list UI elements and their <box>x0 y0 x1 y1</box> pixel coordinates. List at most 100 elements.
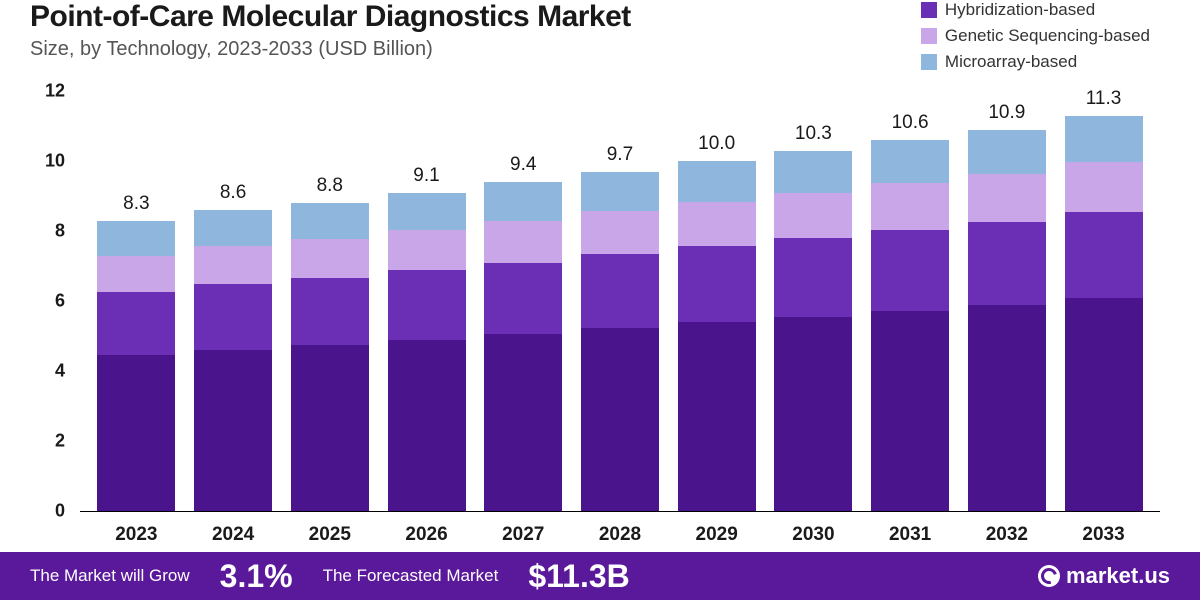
bar-total-label: 9.4 <box>510 154 536 176</box>
bar-segment <box>581 172 659 212</box>
brand-name: market.us <box>1066 563 1170 589</box>
x-tick-label: 2026 <box>388 524 466 546</box>
bar-stack <box>291 203 369 511</box>
bar-column: 11.3 <box>1065 88 1143 511</box>
bar-total-label: 10.6 <box>892 112 929 134</box>
footer-text-forecast: The Forecasted Market <box>323 566 499 586</box>
title-block: Point-of-Care Molecular Diagnostics Mark… <box>30 0 921 72</box>
legend: Hybridization-based Genetic Sequencing-ba… <box>921 0 1150 72</box>
bar-segment <box>581 211 659 254</box>
bar-segment <box>871 140 949 183</box>
bar-segment <box>774 151 852 193</box>
bar-segment <box>388 340 466 512</box>
legend-swatch <box>921 2 937 18</box>
bar-column: 9.4 <box>484 154 562 511</box>
bars-row: 8.38.68.89.19.49.710.010.310.610.911.3 <box>80 92 1160 511</box>
bar-segment <box>194 210 272 246</box>
bar-stack <box>774 151 852 512</box>
bar-segment <box>97 292 175 355</box>
chart-header: Point-of-Care Molecular Diagnostics Mark… <box>0 0 1200 72</box>
bar-column: 10.3 <box>774 123 852 512</box>
bar-segment <box>1065 298 1143 512</box>
bar-segment <box>484 334 562 511</box>
footer-value: $11.3B <box>528 558 629 595</box>
x-tick-label: 2023 <box>97 524 175 546</box>
bar-total-label: 9.7 <box>607 144 633 166</box>
y-tick-label: 4 <box>25 361 65 382</box>
bar-column: 10.9 <box>968 102 1046 511</box>
footer-text-grow: The Market will Grow <box>30 566 190 586</box>
bar-segment <box>97 355 175 511</box>
bar-segment <box>968 222 1046 305</box>
bar-segment <box>678 246 756 322</box>
legend-item: Genetic Sequencing-based <box>921 26 1150 46</box>
bar-segment <box>871 183 949 230</box>
chart-title: Point-of-Care Molecular Diagnostics Mark… <box>30 0 921 34</box>
bar-stack <box>1065 116 1143 511</box>
bar-stack <box>871 140 949 511</box>
x-tick-label: 2033 <box>1065 524 1143 546</box>
y-tick-label: 10 <box>25 151 65 172</box>
x-tick-label: 2029 <box>678 524 756 546</box>
brand-logo-icon <box>1038 565 1060 587</box>
bar-segment <box>388 270 466 340</box>
bar-stack <box>484 182 562 511</box>
bar-segment <box>388 193 466 230</box>
x-tick-label: 2030 <box>774 524 852 546</box>
chart-plot: 8.38.68.89.19.49.710.010.310.610.911.3 0… <box>80 92 1160 512</box>
legend-item: Microarray-based <box>921 52 1150 72</box>
bar-segment <box>968 305 1046 511</box>
bar-segment <box>678 322 756 511</box>
bar-segment <box>968 130 1046 174</box>
bar-column: 9.1 <box>388 165 466 511</box>
bar-total-label: 11.3 <box>1086 88 1122 110</box>
bar-segment <box>581 254 659 328</box>
bar-segment <box>194 246 272 284</box>
y-tick-label: 12 <box>25 81 65 102</box>
bar-segment <box>774 238 852 317</box>
bar-segment <box>678 202 756 246</box>
bar-segment <box>291 203 369 239</box>
bar-segment <box>581 328 659 511</box>
bar-segment <box>291 239 369 278</box>
bar-total-label: 8.3 <box>123 193 149 215</box>
bar-segment <box>97 221 175 256</box>
bar-segment <box>484 182 562 221</box>
bar-segment <box>871 230 949 311</box>
y-tick-label: 8 <box>25 221 65 242</box>
bar-segment <box>388 230 466 270</box>
bar-segment <box>291 345 369 511</box>
x-tick-label: 2031 <box>871 524 949 546</box>
bar-segment <box>774 193 852 239</box>
bar-segment <box>194 350 272 511</box>
legend-label: Hybridization-based <box>945 0 1095 20</box>
bar-column: 9.7 <box>581 144 659 511</box>
bar-total-label: 10.0 <box>698 133 735 155</box>
bar-column: 8.3 <box>97 193 175 512</box>
bar-segment <box>484 263 562 335</box>
x-tick-label: 2028 <box>581 524 659 546</box>
footer-cagr: 3.1% <box>220 558 293 595</box>
bar-stack <box>388 193 466 511</box>
bar-segment <box>871 311 949 511</box>
y-tick-label: 2 <box>25 431 65 452</box>
bar-total-label: 9.1 <box>413 165 439 187</box>
bar-stack <box>194 210 272 511</box>
bar-segment <box>774 317 852 511</box>
x-tick-label: 2032 <box>968 524 1046 546</box>
legend-label: Genetic Sequencing-based <box>945 26 1150 46</box>
x-axis: 2023202420252026202720282029203020312032… <box>80 524 1160 546</box>
footer-band: The Market will Grow 3.1% The Forecasted… <box>0 552 1200 600</box>
bar-segment <box>678 161 756 202</box>
x-tick-label: 2027 <box>484 524 562 546</box>
bar-total-label: 10.3 <box>795 123 832 145</box>
y-tick-label: 0 <box>25 501 65 522</box>
bar-segment <box>1065 116 1143 162</box>
bar-segment <box>1065 162 1143 212</box>
legend-swatch <box>921 28 937 44</box>
x-tick-label: 2024 <box>194 524 272 546</box>
bar-stack <box>97 221 175 512</box>
bar-segment <box>291 278 369 345</box>
y-tick-label: 6 <box>25 291 65 312</box>
bar-stack <box>678 161 756 511</box>
